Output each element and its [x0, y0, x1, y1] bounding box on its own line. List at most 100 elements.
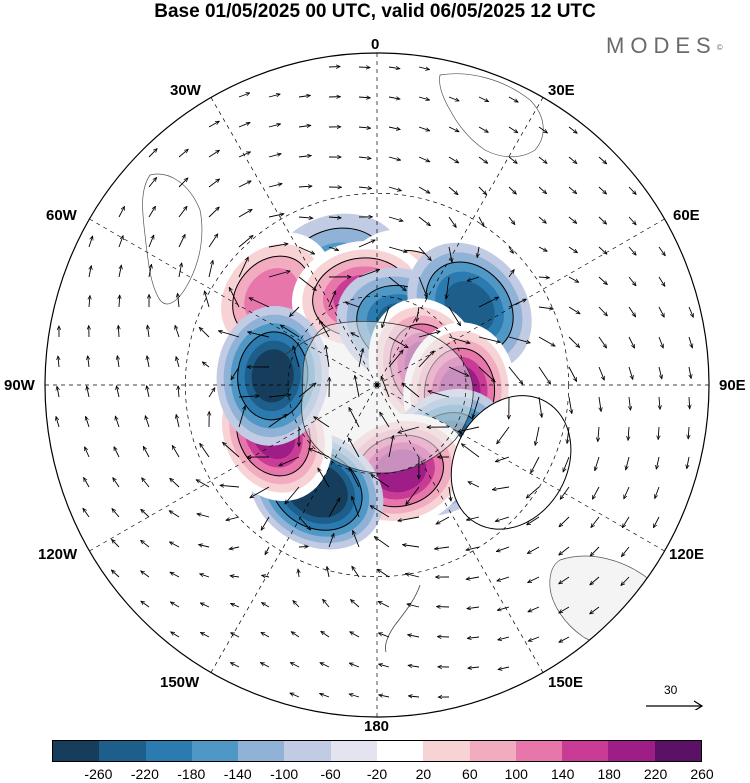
wind-vector [147, 325, 149, 338]
colorbar-swatch [562, 741, 609, 761]
wind-vector [112, 539, 120, 548]
wind-vector [416, 306, 420, 322]
wind-vector [621, 576, 630, 586]
wind-vector [298, 276, 316, 291]
wind-vector [208, 388, 215, 398]
wind-vector [538, 246, 547, 251]
wind-vector [388, 186, 401, 191]
wind-vector [508, 270, 514, 278]
wind-vector [689, 366, 691, 378]
wind-vector [535, 426, 540, 445]
wind-vector [352, 496, 360, 518]
wind-vector [466, 546, 480, 550]
colorbar-label: 140 [551, 766, 575, 782]
wind-vector [659, 396, 660, 409]
parallel-circle [287, 295, 467, 475]
wind-vector [688, 306, 693, 317]
wind-vector [208, 121, 219, 128]
wind-vector [568, 396, 572, 414]
wind-vector [599, 396, 601, 411]
wind-vector [175, 325, 180, 338]
wind-vector [461, 444, 480, 458]
wind-vector [508, 298, 526, 308]
brand-name: MODES [606, 33, 717, 58]
wind-vector [226, 516, 240, 520]
wind-vector [208, 179, 220, 188]
wind-vector [508, 156, 517, 163]
wind-vector [349, 467, 360, 488]
wind-vector [658, 306, 664, 317]
wind-vector [380, 412, 390, 428]
wind-vector [89, 266, 91, 278]
parallel-circle [184, 192, 570, 578]
wind-vector [199, 545, 210, 547]
wind-vector [358, 187, 372, 188]
wind-vector [290, 693, 300, 698]
colorbar-label: 220 [643, 766, 668, 782]
wind-vector [568, 306, 580, 314]
wind-vector [629, 396, 631, 410]
wind-vector [436, 516, 450, 524]
wind-vector [204, 291, 210, 308]
wind-vector [628, 246, 636, 255]
wind-vector [623, 486, 630, 499]
wind-vector [568, 156, 577, 164]
wind-vector [178, 293, 179, 308]
wind-vector [268, 214, 284, 218]
colorbar-label: 100 [504, 766, 528, 782]
graticule [45, 53, 709, 717]
wind-vector [592, 486, 600, 499]
wind-vector [298, 186, 312, 187]
wind-vector [560, 486, 570, 499]
wind-vector [178, 263, 182, 278]
lon-label-90w: 90W [4, 377, 35, 394]
lon-label-150e: 150E [548, 674, 584, 691]
colorbar [52, 740, 702, 762]
wind-vector [628, 366, 633, 379]
wind-vector [498, 636, 510, 640]
wind-vector [118, 236, 123, 248]
wind-vector [538, 126, 547, 133]
wind-vector [141, 601, 150, 608]
wind-vector [118, 325, 119, 338]
wind-vector [398, 426, 420, 433]
wind-vector [176, 415, 180, 428]
polar-map [44, 52, 710, 718]
wind-vector [238, 93, 250, 98]
wind-vector [538, 336, 555, 346]
wind-vector [448, 306, 461, 326]
map-title: Base 01/05/2025 00 UTC, valid 06/05/2025… [154, 1, 596, 22]
wind-vector [656, 456, 660, 469]
wind-vector [178, 178, 188, 188]
wind-vector [687, 456, 689, 469]
wind-vector [170, 572, 180, 578]
wind-vector [418, 186, 430, 193]
wind-vector [508, 246, 513, 253]
wind-vector [468, 667, 480, 668]
wind-vector [508, 126, 518, 133]
wind-vector [598, 276, 607, 285]
wind-vector [145, 416, 150, 428]
wind-vector [200, 602, 210, 608]
wind-vector [446, 276, 450, 299]
colorbar-swatch [99, 741, 146, 761]
wind-vector [418, 96, 430, 100]
wind-vector [148, 264, 151, 278]
wind-vector [323, 599, 330, 608]
wind-vector [358, 157, 371, 158]
wind-vector [379, 633, 390, 638]
wind-vector [171, 632, 180, 638]
wind-vector [223, 442, 240, 458]
wind-vector [358, 269, 380, 278]
wind-vector [538, 307, 553, 309]
wind-vector [83, 508, 90, 518]
colorbar-swatch [423, 741, 470, 761]
wind-vector [250, 486, 270, 498]
wind-vector [147, 386, 149, 398]
wind-vector [262, 603, 270, 608]
wind-vector [508, 96, 518, 102]
wind-vector [371, 475, 390, 488]
wind-vector [531, 456, 540, 473]
wind-vector [388, 67, 400, 69]
wind-vector [508, 336, 530, 343]
